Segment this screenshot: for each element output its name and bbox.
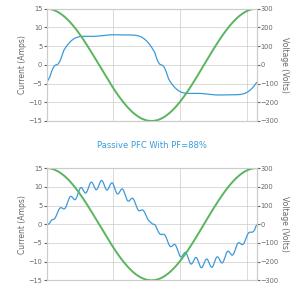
Y-axis label: Voltage (Volts): Voltage (Volts) bbox=[280, 196, 289, 252]
Y-axis label: Current (Amps): Current (Amps) bbox=[18, 195, 27, 254]
Text: Passive PFC With PF=88%: Passive PFC With PF=88% bbox=[97, 141, 206, 150]
Y-axis label: Voltage (Volts): Voltage (Volts) bbox=[280, 37, 289, 93]
Y-axis label: Current (Amps): Current (Amps) bbox=[18, 35, 27, 94]
